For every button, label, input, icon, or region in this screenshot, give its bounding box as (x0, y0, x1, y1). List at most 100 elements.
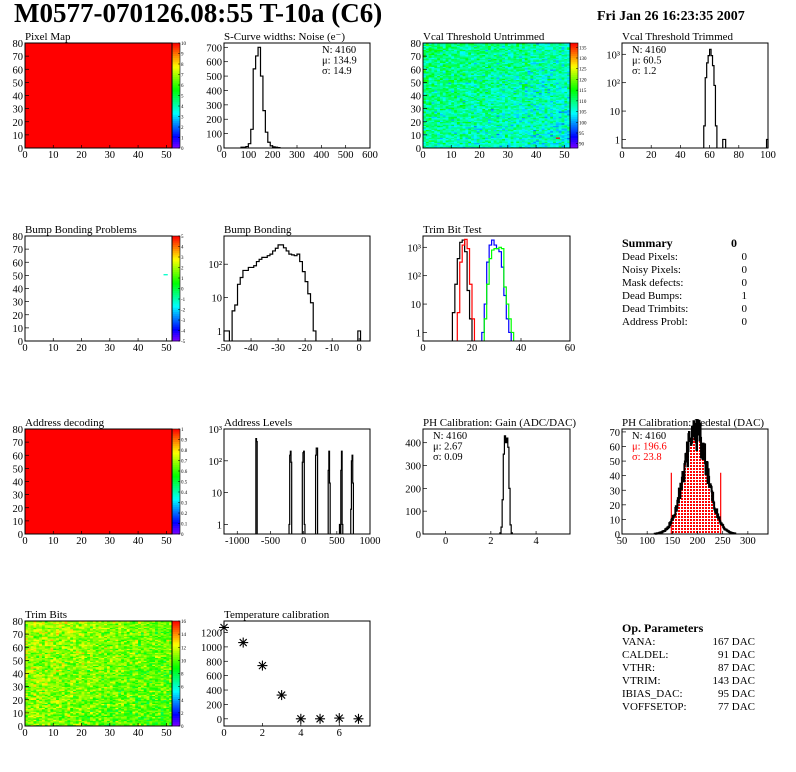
heatmap-cell (558, 81, 562, 83)
heatmap-cell (471, 106, 475, 108)
heatmap-cell (462, 129, 466, 132)
heatmap-cell (496, 50, 500, 53)
heatmap-cell (465, 98, 469, 100)
heatmap-cell (490, 88, 494, 91)
palette-cell (172, 143, 180, 147)
heatmap-cell (434, 137, 438, 140)
heatmap-cell (513, 123, 517, 125)
heatmap-cell (476, 91, 480, 94)
heatmap-cell (485, 104, 489, 107)
palette-tick-label: 2 (181, 126, 184, 131)
palette-cell (172, 437, 180, 440)
heatmap-cell (564, 124, 568, 126)
heatmap-cell (442, 132, 446, 134)
heatmap-cell (544, 82, 548, 84)
heatmap-cell (555, 129, 559, 132)
heatmap-cell (448, 91, 452, 94)
palette-tick-label: 125 (579, 68, 587, 73)
heatmap-cell (533, 52, 537, 54)
heatmap-cell (521, 136, 526, 138)
palette-tick-label: 130 (579, 57, 587, 62)
heatmap-cell (519, 127, 523, 129)
heatmap-cell (482, 81, 486, 83)
heatmap-cell (507, 133, 511, 136)
heatmap-cell (462, 57, 466, 60)
heatmap-cell (445, 54, 449, 57)
heatmap-cell (459, 83, 463, 86)
heatmap-cell (541, 95, 545, 98)
heatmap-cell (547, 85, 551, 87)
heatmap-cell (504, 57, 509, 60)
heatmap-cell (553, 121, 557, 124)
heatmap-cell (496, 115, 500, 117)
heatmap-cell (502, 65, 506, 67)
heatmap-cell (423, 73, 427, 75)
heatmap-cell (454, 130, 458, 133)
heatmap-cell (454, 57, 458, 60)
heatmap-cell (437, 44, 441, 46)
x-tick-label: 40 (675, 150, 686, 161)
heatmap-cell (425, 91, 429, 94)
heatmap-cell (519, 94, 523, 96)
heatmap-cell (547, 82, 551, 84)
heatmap-cell (516, 90, 520, 92)
palette-cell (172, 435, 180, 438)
heatmap-cell (536, 120, 540, 123)
heatmap-cell (547, 43, 551, 45)
heatmap-cell (502, 44, 506, 46)
heatmap-cell (510, 87, 514, 90)
heatmap-cell (502, 96, 506, 99)
heatmap-cell (564, 94, 568, 96)
heatmap-cell (521, 133, 526, 136)
heatmap-cell (30, 663, 34, 665)
y-tick-label: 20 (13, 504, 24, 515)
heatmap-cell (502, 43, 506, 45)
heatmap-cell (425, 121, 429, 124)
heatmap-cell (547, 132, 551, 134)
heatmap-cell (462, 125, 466, 128)
heatmap-cell (541, 57, 545, 60)
heatmap-cell (456, 127, 461, 129)
heatmap-cell (524, 137, 528, 140)
palette-cell (570, 122, 578, 126)
heatmap-cell (462, 113, 466, 116)
heatmap-cell (499, 88, 503, 91)
heatmap-cell (25, 710, 29, 712)
heatmap-cell (425, 95, 429, 98)
heatmap-cell (25, 647, 29, 649)
heatmap-cell (25, 708, 29, 711)
heatmap-cell (459, 91, 463, 94)
heatmap-cell (564, 69, 568, 71)
heatmap-cell (468, 69, 472, 71)
heatmap-cell (462, 90, 466, 92)
heatmap-cell (493, 74, 497, 77)
heatmap-cell (27, 661, 31, 664)
heatmap-cell (471, 103, 475, 105)
heatmap-cell (448, 73, 452, 75)
heatmap-cell (431, 132, 435, 134)
heatmap-cell (530, 117, 534, 120)
heatmap-cell (423, 75, 427, 78)
heatmap-cell (496, 100, 500, 103)
heatmap-cell (27, 684, 31, 686)
heatmap-cell (502, 60, 506, 62)
heatmap-cell (538, 64, 543, 66)
heatmap-cell (25, 645, 29, 648)
heatmap-cell (504, 121, 509, 124)
heatmap-cell (454, 145, 458, 147)
heatmap-cell (538, 86, 543, 88)
heatmap-cell (567, 81, 571, 83)
heatmap-cell (502, 132, 506, 134)
palette-tick-label: 4 (181, 246, 184, 251)
heatmap-cell (536, 50, 540, 53)
heatmap-cell (482, 88, 486, 91)
heatmap-cell (442, 121, 446, 124)
heatmap-cell (465, 58, 469, 61)
heatmap-cell (564, 71, 568, 74)
heatmap-cell (485, 133, 489, 136)
heatmap-cell (476, 83, 480, 86)
palette-tick-label: 115 (579, 89, 587, 94)
heatmap-cell (550, 86, 554, 88)
palette-cell (172, 240, 180, 243)
y-tick-label: 400 (206, 86, 222, 97)
